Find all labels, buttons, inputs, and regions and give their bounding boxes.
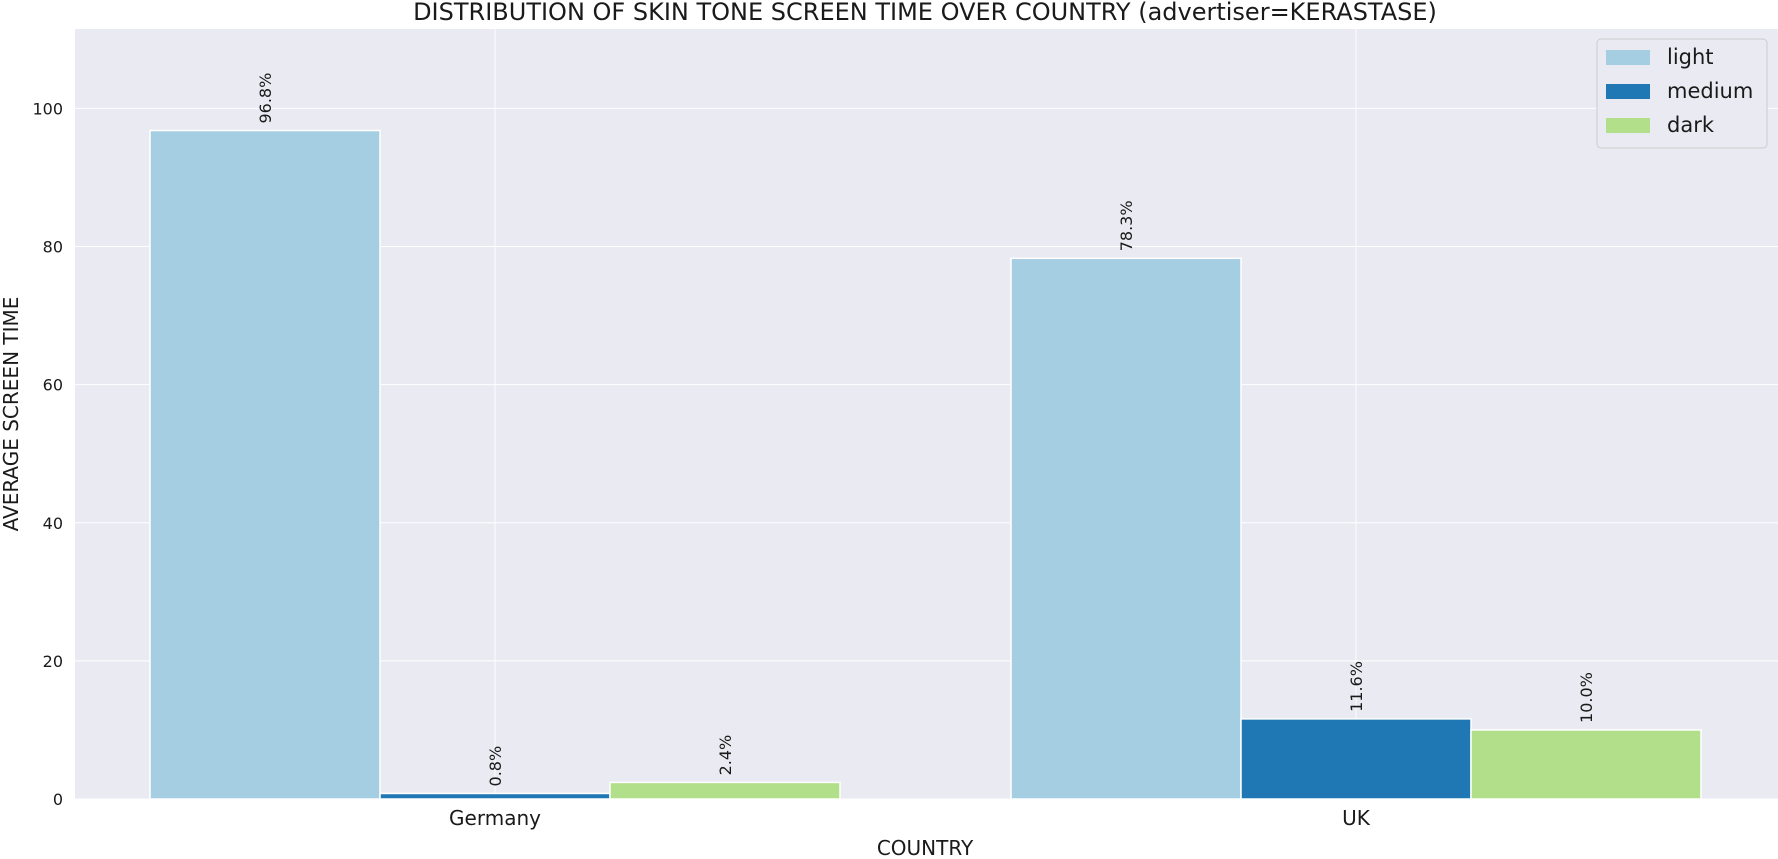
data-label-light-germany: 96.8% [256,73,275,124]
y-tick-label: 80 [43,238,63,257]
bar-medium-uk [1240,718,1472,800]
y-axis-ticks: 0 20 40 60 80 100 [32,99,63,809]
bar-medium-germany [379,792,611,800]
data-label-dark-uk: 10.0% [1577,672,1596,723]
legend-label-medium: medium [1667,79,1753,103]
bar-light-uk [1010,257,1242,800]
legend-swatch-medium [1606,84,1650,99]
y-tick-label: 100 [32,99,63,118]
y-axis-label: AVERAGE SCREEN TIME [0,297,23,532]
legend-swatch-light [1606,50,1650,65]
y-tick-label: 60 [43,376,63,395]
x-axis-label: COUNTRY [877,836,974,859]
legend-label-light: light [1667,45,1714,69]
x-axis-ticks: Germany UK [449,806,1371,830]
bar-dark-germany [609,781,841,800]
x-tick-label: Germany [449,806,541,830]
data-label-dark-germany: 2.4% [716,735,735,776]
data-labels: 96.8% 0.8% 2.4% 78.3% 11.6% 10.0% [256,73,1596,787]
data-label-light-uk: 78.3% [1117,200,1136,251]
bar-light-germany [149,129,381,800]
y-tick-label: 40 [43,514,63,533]
legend: light medium dark [1596,38,1768,149]
legend-label-dark: dark [1667,113,1715,137]
chart-title: DISTRIBUTION OF SKIN TONE SCREEN TIME OV… [413,0,1437,26]
data-label-medium-uk: 11.6% [1347,661,1366,712]
x-tick-label: UK [1342,806,1371,830]
data-label-medium-germany: 0.8% [486,746,505,787]
y-tick-label: 0 [53,790,63,809]
bar-dark-uk [1470,729,1702,800]
bars [149,129,1702,800]
y-tick-label: 20 [43,652,63,671]
legend-swatch-dark [1606,118,1650,133]
